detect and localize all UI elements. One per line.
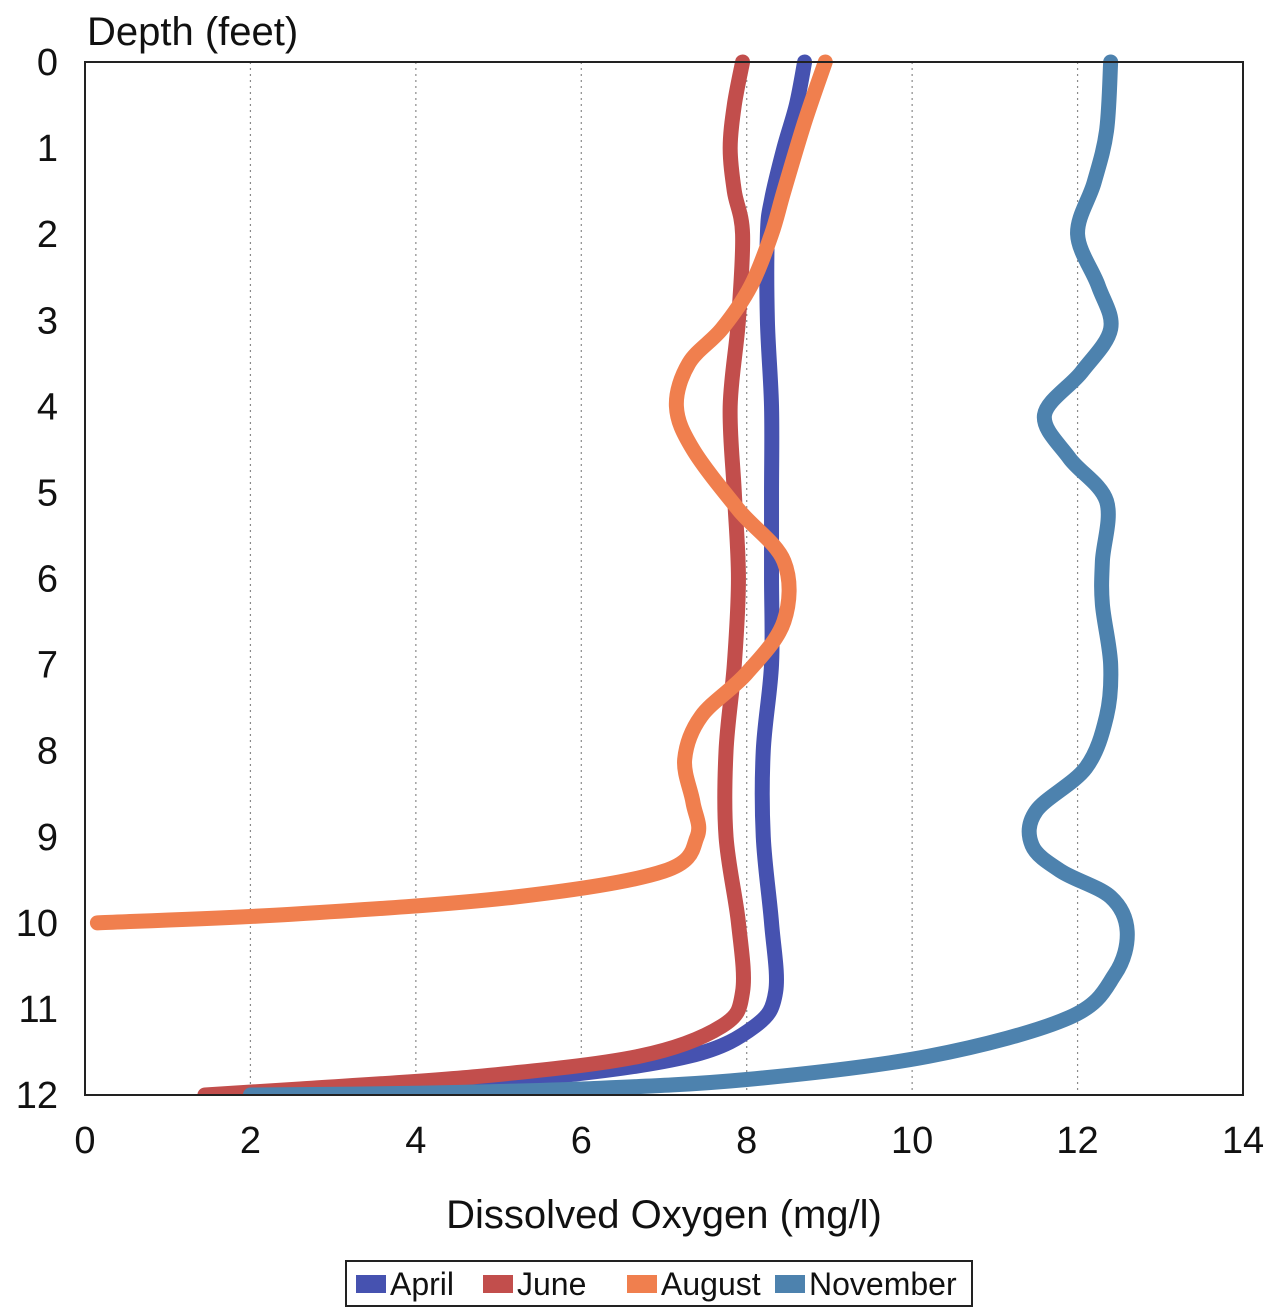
legend-label-august: August xyxy=(661,1266,761,1302)
series-line-august xyxy=(89,54,833,931)
x-tick-label: 2 xyxy=(240,1120,261,1162)
grid-lines xyxy=(249,62,1079,1095)
x-tick-label: 8 xyxy=(736,1120,757,1162)
y-tick-label: 4 xyxy=(37,386,58,428)
y-tick-label: 12 xyxy=(16,1075,58,1117)
y-tick-label: 8 xyxy=(37,731,58,773)
y-tick-label: 1 xyxy=(37,128,58,170)
x-axis-title: Dissolved Oxygen (mg/l) xyxy=(446,1193,882,1237)
legend-swatch-august xyxy=(627,1275,657,1293)
legend-swatch-november xyxy=(775,1275,805,1293)
legend-swatch-april xyxy=(356,1275,386,1293)
y-tick-label: 6 xyxy=(37,559,58,601)
y-tick-label: 5 xyxy=(37,472,58,514)
x-tick-label: 6 xyxy=(571,1120,592,1162)
legend-swatch-june xyxy=(483,1275,513,1293)
x-tick-label: 14 xyxy=(1222,1120,1264,1162)
y-tick-label: 3 xyxy=(37,300,58,342)
legend-label-june: June xyxy=(517,1266,586,1302)
legend: April June August November xyxy=(345,1260,973,1307)
series-lines xyxy=(89,54,1135,1095)
x-tick-label: 10 xyxy=(891,1120,933,1162)
x-axis-ticks: 0 2 4 6 8 10 12 14 xyxy=(74,1120,1264,1162)
series-line-june xyxy=(197,54,751,1095)
plot-area-frame xyxy=(84,61,1244,1096)
y-axis-title: Depth (feet) xyxy=(87,10,298,54)
y-tick-label: 7 xyxy=(37,645,58,687)
legend-label-april: April xyxy=(390,1266,454,1302)
x-tick-label: 0 xyxy=(74,1120,95,1162)
series-line-april xyxy=(226,54,813,1095)
legend-box xyxy=(345,1260,973,1307)
series-line-november xyxy=(242,54,1135,1095)
y-tick-label: 10 xyxy=(16,903,58,945)
y-tick-label: 11 xyxy=(19,989,58,1031)
legend-label-november: November xyxy=(809,1266,957,1302)
x-tick-label: 12 xyxy=(1056,1120,1098,1162)
y-tick-label: 9 xyxy=(37,817,58,859)
y-tick-label: 2 xyxy=(37,214,58,256)
x-tick-label: 4 xyxy=(405,1120,426,1162)
y-tick-label: 0 xyxy=(37,42,58,84)
